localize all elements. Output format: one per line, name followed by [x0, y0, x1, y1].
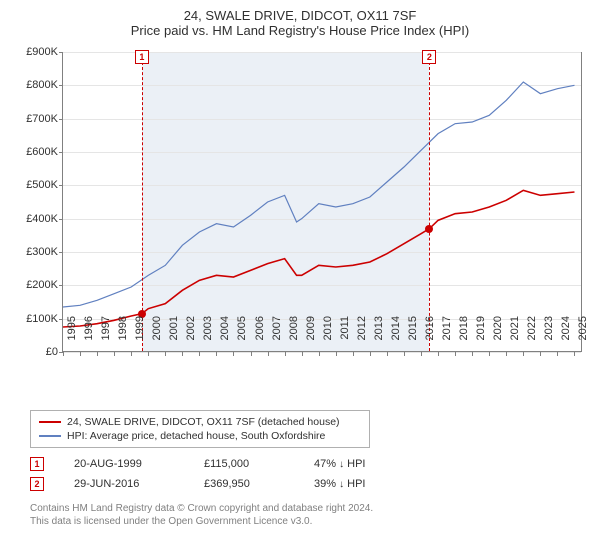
line-layer [63, 52, 581, 351]
sale-dot [425, 225, 433, 233]
x-axis-label: 2013 [373, 316, 385, 356]
attribution-line: This data is licensed under the Open Gov… [30, 515, 588, 528]
x-axis-label: 2010 [322, 316, 334, 356]
x-axis-label: 2019 [475, 316, 487, 356]
attribution-line: Contains HM Land Registry data © Crown c… [30, 502, 588, 515]
x-axis-label: 2015 [407, 316, 419, 356]
sale-price: £115,000 [204, 458, 284, 470]
x-axis-label: 2014 [390, 316, 402, 356]
y-axis-label: £800K [14, 79, 58, 91]
sale-marker-icon: 1 [30, 457, 44, 471]
legend-swatch [39, 421, 61, 423]
x-axis-label: 2023 [543, 316, 555, 356]
y-axis-label: £300K [14, 246, 58, 258]
sale-delta: 47% ↓ HPI [314, 458, 394, 470]
x-axis-label: 2022 [526, 316, 538, 356]
x-axis-label: 2007 [271, 316, 283, 356]
legend-swatch [39, 435, 61, 437]
chart-container: 24, SWALE DRIVE, DIDCOT, OX11 7SF Price … [0, 0, 600, 560]
x-axis-label: 1996 [83, 316, 95, 356]
sale-delta: 39% ↓ HPI [314, 478, 394, 490]
sale-marker-icon: 2 [422, 50, 436, 64]
y-axis-label: £100K [14, 313, 58, 325]
x-axis-label: 1997 [100, 316, 112, 356]
legend-label: HPI: Average price, detached house, Sout… [67, 430, 325, 442]
x-axis-label: 2001 [168, 316, 180, 356]
x-axis-label: 2025 [577, 316, 589, 356]
x-axis-label: 2012 [356, 316, 368, 356]
y-axis-label: £700K [14, 113, 58, 125]
plot-region: 12 [62, 52, 582, 352]
y-axis-label: £900K [14, 46, 58, 58]
x-axis-label: 2000 [151, 316, 163, 356]
x-axis-label: 2006 [254, 316, 266, 356]
y-axis-label: £400K [14, 213, 58, 225]
y-axis-label: £600K [14, 146, 58, 158]
legend-item-property: 24, SWALE DRIVE, DIDCOT, OX11 7SF (detac… [39, 415, 361, 429]
sale-date: 20-AUG-1999 [74, 458, 174, 470]
sales-table: 1 20-AUG-1999 £115,000 47% ↓ HPI 2 29-JU… [30, 454, 588, 494]
legend: 24, SWALE DRIVE, DIDCOT, OX11 7SF (detac… [30, 410, 370, 448]
chart-area: 12 £0£100K£200K£300K£400K£500K£600K£700K… [12, 44, 588, 404]
x-axis-label: 2018 [458, 316, 470, 356]
x-axis-label: 2024 [560, 316, 572, 356]
legend-label: 24, SWALE DRIVE, DIDCOT, OX11 7SF (detac… [67, 416, 340, 428]
sale-marker-icon: 2 [30, 477, 44, 491]
attribution: Contains HM Land Registry data © Crown c… [30, 502, 588, 528]
x-axis-label: 2009 [305, 316, 317, 356]
sale-date: 29-JUN-2016 [74, 478, 174, 490]
x-axis-label: 2021 [509, 316, 521, 356]
x-axis-label: 2004 [219, 316, 231, 356]
y-axis-label: £200K [14, 279, 58, 291]
y-axis-label: £500K [14, 179, 58, 191]
x-axis-label: 1999 [134, 316, 146, 356]
x-axis-label: 1998 [117, 316, 129, 356]
x-axis-label: 2016 [424, 316, 436, 356]
chart-title: 24, SWALE DRIVE, DIDCOT, OX11 7SF [12, 8, 588, 23]
x-axis-label: 2008 [288, 316, 300, 356]
x-axis-label: 2002 [185, 316, 197, 356]
legend-item-hpi: HPI: Average price, detached house, Sout… [39, 429, 361, 443]
x-axis-label: 2020 [492, 316, 504, 356]
sale-price: £369,950 [204, 478, 284, 490]
chart-subtitle: Price paid vs. HM Land Registry's House … [12, 23, 588, 38]
x-axis-label: 2005 [236, 316, 248, 356]
y-axis-label: £0 [14, 346, 58, 358]
x-axis-label: 2011 [339, 316, 351, 356]
sale-row: 1 20-AUG-1999 £115,000 47% ↓ HPI [30, 454, 588, 474]
sale-marker-icon: 1 [135, 50, 149, 64]
x-axis-label: 2017 [441, 316, 453, 356]
x-axis-label: 2003 [202, 316, 214, 356]
x-axis-label: 1995 [66, 316, 78, 356]
sale-row: 2 29-JUN-2016 £369,950 39% ↓ HPI [30, 474, 588, 494]
